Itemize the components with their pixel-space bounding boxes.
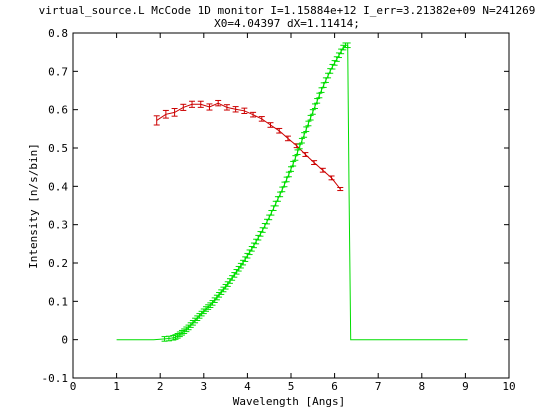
- error-bar: [328, 175, 335, 181]
- error-bar: [283, 176, 290, 183]
- error-bar: [311, 160, 318, 165]
- error-bar: [180, 103, 187, 111]
- error-bar: [307, 114, 314, 121]
- x-tick-label: 4: [244, 380, 251, 393]
- x-tick-label: 9: [462, 380, 469, 393]
- error-bar: [279, 186, 286, 193]
- error-bar: [337, 186, 344, 192]
- error-bar: [303, 126, 310, 133]
- error-bar: [268, 209, 275, 216]
- error-bar: [294, 149, 301, 156]
- error-bar: [318, 87, 325, 93]
- y-tick-label: 0.2: [48, 257, 68, 270]
- series-line-2: [116, 44, 468, 341]
- error-bar: [171, 108, 178, 117]
- x-tick-label: 10: [502, 380, 515, 393]
- x-tick-label: 6: [331, 380, 338, 393]
- error-bar: [325, 72, 332, 79]
- error-bar: [277, 191, 284, 198]
- error-bar: [298, 137, 305, 144]
- error-bar: [258, 116, 265, 122]
- error-bar: [267, 122, 274, 128]
- error-bar: [314, 98, 321, 104]
- error-bar: [316, 92, 323, 99]
- y-tick-label: 0: [61, 334, 68, 347]
- y-tick-label: 0.3: [48, 219, 68, 232]
- error-bar: [302, 152, 309, 157]
- error-bar: [165, 335, 172, 342]
- error-bar: [290, 160, 297, 167]
- error-bar: [322, 77, 329, 83]
- error-bar: [305, 120, 312, 127]
- x-tick-label: 2: [157, 380, 164, 393]
- x-tick-label: 7: [375, 380, 382, 393]
- x-axis-label: Wavelength [Angs]: [233, 395, 346, 408]
- y-tick-label: 0.1: [48, 295, 68, 308]
- x-tick-label: 8: [418, 380, 425, 393]
- error-bar: [223, 104, 230, 111]
- chart-title: virtual_source.L McCode 1D monitor I=1.1…: [39, 4, 536, 17]
- error-bar: [272, 200, 279, 207]
- error-bar: [296, 143, 303, 150]
- x-tick-label: 1: [113, 380, 120, 393]
- y-tick-label: 0.4: [48, 180, 68, 193]
- error-bar: [270, 205, 277, 211]
- error-bar: [292, 155, 299, 161]
- y-tick-label: 0.8: [48, 27, 68, 40]
- y-axis-label: Intensity [n/s/bin]: [27, 143, 40, 269]
- error-bar: [274, 196, 281, 202]
- error-bar: [250, 111, 257, 118]
- error-bar: [301, 132, 308, 138]
- error-bar: [311, 103, 318, 110]
- error-bar: [281, 181, 288, 188]
- y-tick-label: 0.6: [48, 104, 68, 117]
- error-bar: [344, 42, 351, 49]
- error-bar: [153, 115, 160, 126]
- error-bar: [241, 107, 248, 114]
- x-tick-label: 3: [200, 380, 207, 393]
- y-tick-label: -0.1: [42, 372, 69, 385]
- error-bar: [320, 82, 327, 88]
- error-bar: [206, 103, 213, 111]
- series-line-1: [156, 102, 341, 190]
- series-group: [116, 42, 468, 342]
- y-tick-label: 0.5: [48, 142, 68, 155]
- x-tick-label: 5: [288, 380, 295, 393]
- error-bar: [232, 106, 239, 113]
- x-tick-label: 0: [70, 380, 77, 393]
- error-bar: [309, 109, 316, 115]
- error-bar: [215, 99, 222, 107]
- error-bar: [285, 171, 292, 178]
- error-bar: [284, 135, 291, 142]
- axes-group: 0 1 2 3 4 5 6 7 8 9 10-0.100.10.20.30.40.50.60.70.…: [42, 27, 516, 393]
- chart-subtitle: X0=4.04397 dX=1.11414;: [214, 17, 360, 30]
- error-bar: [288, 166, 294, 172]
- error-bar: [319, 167, 326, 173]
- error-bar: [189, 100, 196, 108]
- error-bar: [276, 127, 283, 134]
- plot-frame: [72, 32, 510, 379]
- error-bar: [162, 109, 169, 119]
- error-bar: [197, 100, 204, 108]
- y-tick-label: 0.7: [48, 65, 68, 78]
